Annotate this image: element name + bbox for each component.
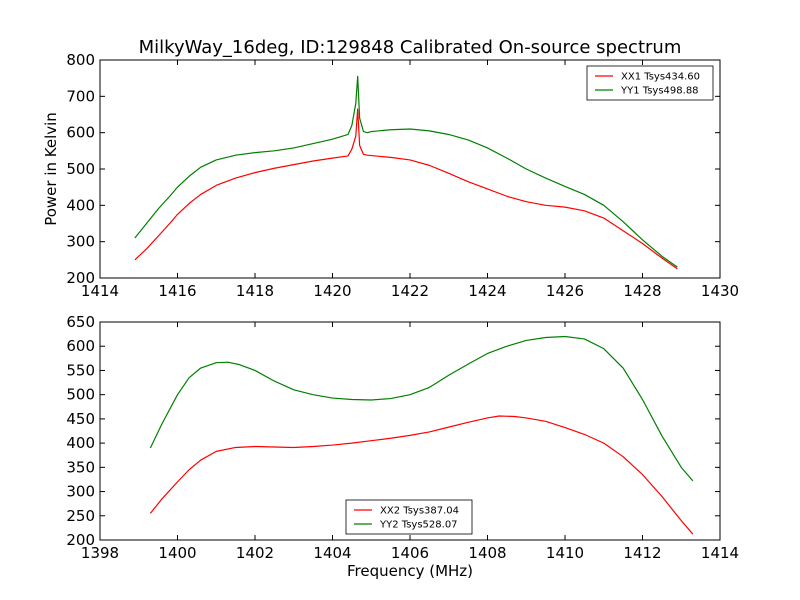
bottom-x-tick-label: 1414 bbox=[701, 544, 739, 562]
bottom-y-tick-label: 450 bbox=[66, 410, 95, 428]
bottom-y-tick-label: 600 bbox=[66, 337, 95, 355]
bottom-x-tick-label: 1412 bbox=[623, 544, 661, 562]
top-x-tick-label: 1414 bbox=[81, 282, 119, 300]
bottom-y-tick-label: 300 bbox=[66, 483, 95, 501]
bottom-y-tick-label: 500 bbox=[66, 386, 95, 404]
bottom-series-2-line bbox=[149, 335, 694, 482]
top-chart: 1414 1416 1418 1420 1422 1424 1426 1428 1430 200 3… bbox=[66, 51, 739, 300]
top-legend-label-1: XX1 Tsys434.60 bbox=[621, 72, 700, 83]
top-x-tick-label: 1426 bbox=[546, 282, 584, 300]
top-y-tick-label: 500 bbox=[66, 160, 95, 178]
bottom-series-1-line bbox=[149, 415, 694, 535]
top-chart-title: MilkyWay_16deg, ID:129848 Calibrated On-… bbox=[139, 37, 682, 58]
bottom-chart-x-axis-label: Frequency (MHz) bbox=[347, 562, 473, 580]
bottom-x-tick-label: 1404 bbox=[313, 544, 351, 562]
bottom-legend-box bbox=[345, 499, 473, 535]
top-x-tick-label: 1422 bbox=[391, 282, 429, 300]
bottom-legend-label-2: YY2 Tsys528.07 bbox=[379, 520, 458, 531]
bottom-y-tick-label: 200 bbox=[66, 531, 95, 549]
top-legend-label-2: YY1 Tsys498.88 bbox=[620, 86, 699, 97]
top-legend: XX1 Tsys434.60 YY1 Tsys498.88 bbox=[586, 65, 714, 101]
top-series-1-line bbox=[134, 108, 678, 270]
top-legend-box bbox=[586, 65, 714, 101]
top-y-tick-label: 400 bbox=[66, 196, 95, 214]
bottom-x-tick-label: 1406 bbox=[391, 544, 429, 562]
top-x-tick-label: 1416 bbox=[158, 282, 196, 300]
top-series-2-line bbox=[134, 75, 678, 268]
top-y-tick-label: 600 bbox=[66, 124, 95, 142]
top-y-tick-label: 300 bbox=[66, 233, 95, 251]
top-x-tick-label: 1430 bbox=[701, 282, 739, 300]
top-y-tick-label: 700 bbox=[66, 87, 95, 105]
bottom-y-tick-label: 650 bbox=[66, 313, 95, 331]
bottom-x-tick-label: 1400 bbox=[158, 544, 196, 562]
bottom-y-tick-label: 350 bbox=[66, 458, 95, 476]
top-x-tick-label: 1424 bbox=[468, 282, 506, 300]
bottom-x-tick-label: 1408 bbox=[468, 544, 506, 562]
bottom-y-tick-label: 550 bbox=[66, 361, 95, 379]
bottom-chart: 1398 1400 1402 1404 1406 1408 1410 1412 1414 200 2… bbox=[66, 313, 739, 562]
top-x-tick-label: 1418 bbox=[236, 282, 274, 300]
top-y-tick-label: 200 bbox=[66, 269, 95, 287]
bottom-legend-label-1: XX2 Tsys387.04 bbox=[380, 506, 459, 517]
bottom-x-tick-label: 1410 bbox=[546, 544, 584, 562]
top-chart-y-axis-label: Power in Kelvin bbox=[42, 112, 60, 226]
bottom-legend: XX2 Tsys387.04 YY2 Tsys528.07 bbox=[345, 499, 473, 535]
top-y-tick-label: 800 bbox=[66, 51, 95, 69]
bottom-y-tick-label: 250 bbox=[66, 507, 95, 525]
top-x-tick-label: 1420 bbox=[313, 282, 351, 300]
bottom-y-tick-label: 400 bbox=[66, 434, 95, 452]
bottom-x-tick-label: 1398 bbox=[81, 544, 119, 562]
top-x-tick-label: 1428 bbox=[623, 282, 661, 300]
bottom-x-tick-label: 1402 bbox=[236, 544, 274, 562]
